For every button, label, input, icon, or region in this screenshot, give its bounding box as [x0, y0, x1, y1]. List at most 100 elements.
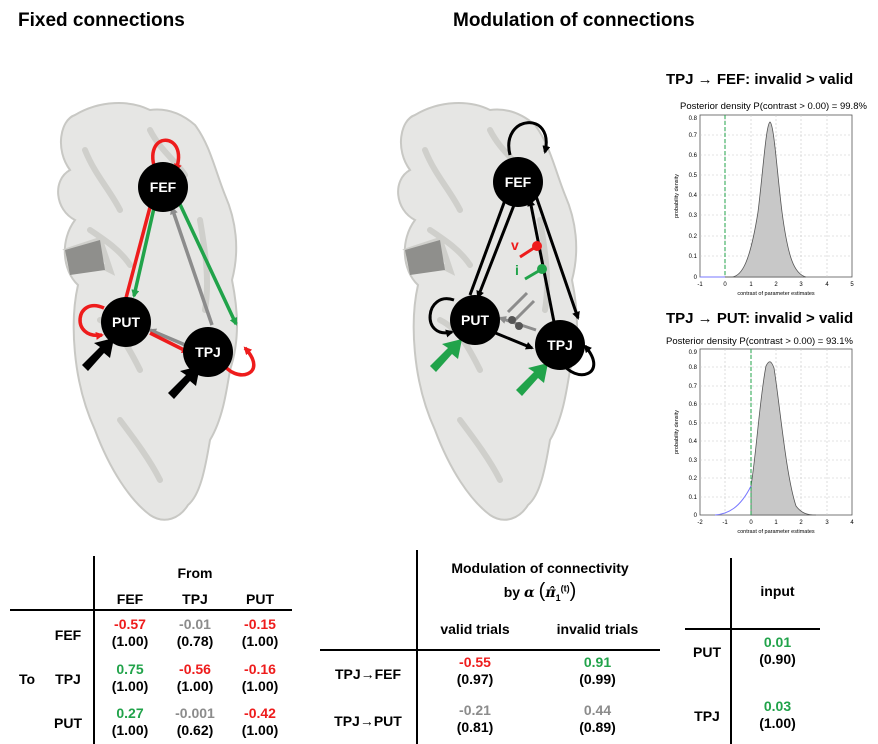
cell-prob: (0.62) — [176, 722, 214, 738]
svg-text:0.6: 0.6 — [689, 402, 698, 408]
svg-text:0: 0 — [723, 282, 727, 288]
svg-text:-1: -1 — [722, 520, 728, 526]
mod-title-line1: Modulation of connectivity — [451, 560, 629, 576]
mod-col-valid: valid trials — [440, 621, 510, 637]
cell-value: -0.01 — [179, 616, 211, 632]
mod-label-i: i — [515, 262, 519, 278]
plot2-xlabel: contrast of parameter estimates — [737, 529, 815, 535]
svg-text:0.3: 0.3 — [689, 213, 698, 219]
node-tpj-label: TPJ — [195, 344, 221, 360]
col-header-put: PUT — [246, 591, 274, 607]
fixed-connections-arrows — [78, 138, 256, 399]
row-label-tpj: TPJ — [55, 671, 81, 687]
mod-title-line2: by α (π̂1(t)) — [503, 580, 577, 603]
mod-row-label: TPJ→FEF — [334, 666, 402, 682]
modulation-nodes: FEF PUT TPJ — [450, 157, 585, 370]
plot2-yticks: 0 0.1 0.2 0.3 0.4 0.5 0.6 0.7 0.8 0.9 — [689, 350, 698, 519]
svg-text:-1: -1 — [697, 282, 703, 288]
row-label-fef: FEF — [54, 627, 82, 643]
plot2-ylabel: probability density — [674, 410, 680, 454]
svg-text:3: 3 — [825, 520, 829, 526]
input-row-label: PUT — [693, 644, 721, 660]
svg-text:0.8: 0.8 — [689, 365, 698, 371]
from-label: From — [177, 565, 213, 581]
cell-prob: (0.81) — [456, 719, 494, 735]
mod-label-v: v — [511, 237, 519, 253]
modulation-title: Modulation of connections — [453, 10, 695, 31]
svg-text:0.7: 0.7 — [689, 133, 698, 139]
svg-text:0.1: 0.1 — [689, 495, 698, 501]
plot2-subtitle: Posterior density P(contrast > 0.00) = 9… — [666, 336, 853, 347]
cell-prob: (1.00) — [759, 715, 796, 731]
plot1-density: -1 0 1 2 3 4 5 0 0.1 0.2 0.3 0.4 0.5 0.6… — [674, 114, 854, 297]
svg-text:1: 1 — [774, 520, 778, 526]
cell-prob: (0.90) — [759, 651, 796, 667]
cell-value: -0.21 — [459, 702, 491, 718]
input-row-label: TPJ — [694, 708, 720, 724]
cell-prob: (0.97) — [456, 671, 494, 687]
svg-text:0.1: 0.1 — [689, 254, 698, 260]
fixed-table: From FEF TPJ PUT To FEF TPJ PUT -0.57 (1… — [0, 548, 300, 744]
mod-col-invalid: invalid trials — [556, 621, 639, 637]
svg-text:0.2: 0.2 — [689, 476, 698, 482]
svg-text:5: 5 — [850, 282, 854, 288]
svg-text:0: 0 — [694, 513, 698, 519]
svg-text:0.5: 0.5 — [689, 173, 698, 179]
svg-text:0: 0 — [749, 520, 753, 526]
col-header-tpj: TPJ — [182, 591, 208, 607]
cell-value: 0.44 — [583, 702, 612, 718]
to-label: To — [18, 671, 36, 687]
cell-value: -0.55 — [459, 654, 491, 670]
input-table: input PUT 0.01 (0.90) TPJ 0.03 (1.00) — [685, 548, 875, 744]
cell-prob: (0.99) — [579, 671, 616, 687]
cell-value: -0.16 — [244, 661, 276, 677]
plot1-xlabel: contrast of parameter estimates — [737, 291, 815, 297]
cell-value: 0.01 — [763, 634, 792, 650]
svg-text:2: 2 — [774, 282, 778, 288]
svg-text:0.3: 0.3 — [689, 458, 698, 464]
cell-value: -0.001 — [175, 705, 215, 721]
plot1-subtitle: Posterior density P(contrast > 0.00) = 9… — [680, 101, 867, 112]
mod-node-put-label: PUT — [461, 312, 489, 328]
plot1-title: TPJ → FEF: invalid > valid — [666, 71, 854, 88]
cell-value: -0.15 — [244, 616, 276, 632]
mod-row-label: TPJ→PUT — [334, 713, 402, 729]
svg-text:4: 4 — [850, 520, 854, 526]
svg-text:1: 1 — [749, 282, 753, 288]
svg-text:0.6: 0.6 — [689, 153, 698, 159]
svg-text:4: 4 — [825, 282, 829, 288]
cell-prob: (1.00) — [241, 678, 279, 694]
svg-text:0.5: 0.5 — [689, 421, 698, 427]
svg-text:-2: -2 — [697, 520, 703, 526]
plot1-ylabel: probability density — [674, 174, 680, 218]
cell-value: -0.42 — [244, 705, 276, 721]
cell-value: 0.03 — [763, 698, 792, 714]
cell-prob: (0.89) — [579, 719, 616, 735]
cell-prob: (1.00) — [176, 678, 214, 694]
input-header: input — [760, 583, 795, 599]
svg-text:0.4: 0.4 — [689, 439, 698, 445]
plot2-title: TPJ → PUT: invalid > valid — [666, 310, 854, 327]
cell-prob: (1.00) — [111, 722, 149, 738]
cell-prob: (0.78) — [176, 633, 214, 649]
svg-text:0.8: 0.8 — [689, 116, 698, 122]
svg-text:0.4: 0.4 — [689, 193, 698, 199]
cell-prob: (1.00) — [241, 722, 279, 738]
fixed-connections-title: Fixed connections — [18, 10, 185, 31]
plot1-xticks: -1 0 1 2 3 4 5 — [697, 282, 854, 288]
cell-prob: (1.00) — [111, 633, 149, 649]
cell-value: 0.91 — [583, 654, 612, 670]
svg-text:0: 0 — [694, 275, 698, 281]
svg-text:0.2: 0.2 — [689, 234, 698, 240]
svg-text:3: 3 — [799, 282, 803, 288]
svg-text:2: 2 — [799, 520, 803, 526]
cell-prob: (1.00) — [111, 678, 149, 694]
node-put-label: PUT — [112, 314, 140, 330]
plot2-density: -2 -1 0 1 2 3 4 0 0.1 0.2 0.3 0.4 0.5 0.… — [674, 348, 854, 535]
col-header-fef: FEF — [116, 591, 144, 607]
modulation-arrows — [428, 121, 596, 396]
plot1-yticks: 0 0.1 0.2 0.3 0.4 0.5 0.6 0.7 0.8 — [689, 116, 698, 281]
brain-diagrams: FEF PUT TPJ v i FEF PUT — [0, 0, 596, 540]
cell-value: 0.27 — [116, 705, 144, 721]
node-fef-label: FEF — [150, 179, 177, 195]
